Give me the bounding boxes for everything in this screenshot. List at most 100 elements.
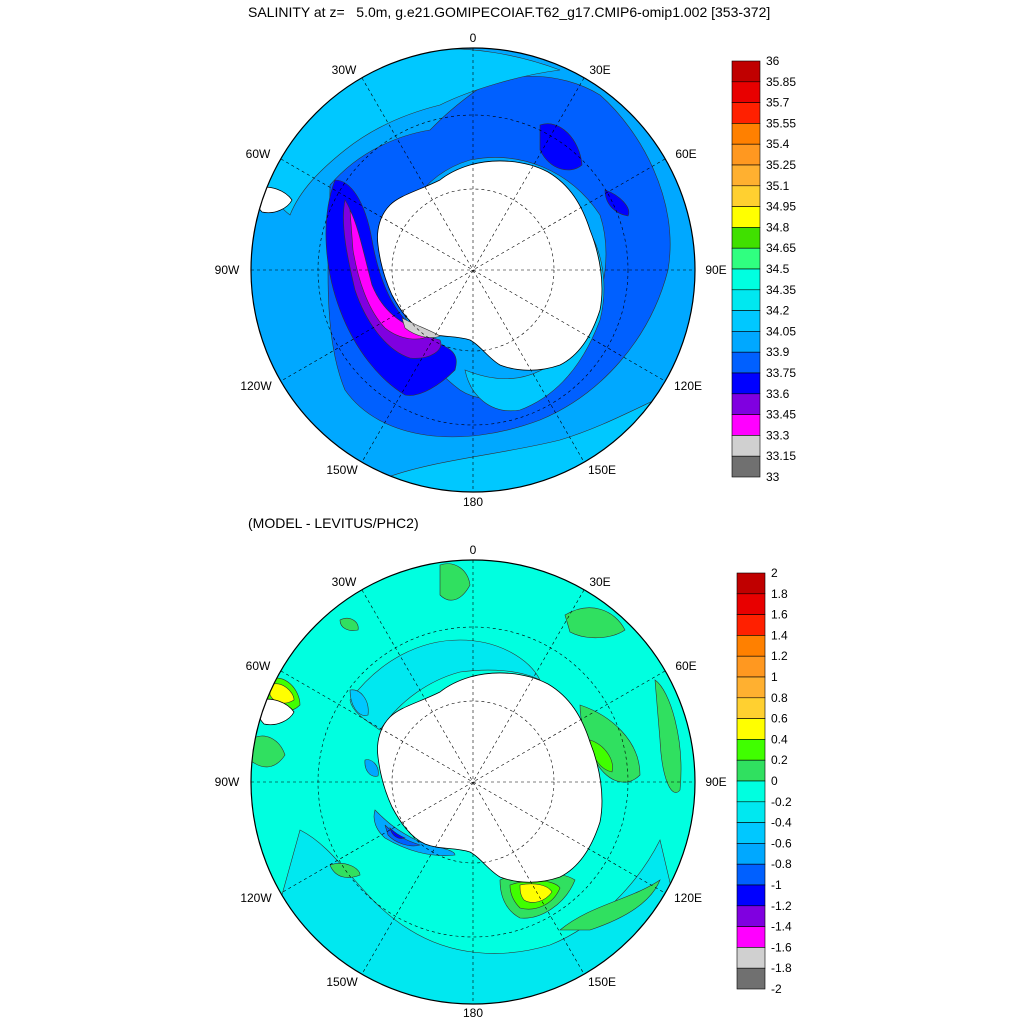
antarctica-landmass-lower (377, 672, 603, 883)
lon-label-120w-lower: 120W (240, 891, 272, 905)
difference-colorbar-swatch (736, 718, 766, 740)
salinity-colorbar-swatch (731, 123, 761, 145)
lon-label-150e: 150E (588, 463, 616, 477)
salinity-colorbar-label: 34.2 (766, 304, 790, 318)
difference-colorbar-label: 0 (771, 774, 778, 788)
salinity-colorbar-swatch (731, 102, 761, 124)
lon-label-120e-lower: 120E (674, 891, 702, 905)
salinity-colorbar-label: 35.1 (766, 179, 790, 193)
difference-colorbar-label: -1.2 (771, 899, 792, 913)
lon-label-150e-lower: 150E (588, 975, 616, 989)
salinity-colorbar-label: 35.55 (766, 116, 796, 130)
difference-colorbar-swatch (736, 739, 766, 761)
difference-colorbar-label: -0.4 (771, 816, 792, 830)
map-border (250, 47, 696, 493)
difference-colorbar-swatch (736, 676, 766, 699)
difference-colorbar-swatch (736, 884, 766, 907)
difference-colorbar-swatch (736, 655, 766, 678)
salinity-colorbar-swatch (731, 143, 761, 166)
difference-colorbar-label: 0.6 (771, 712, 788, 726)
salinity-colorbar-label: 34.5 (766, 262, 790, 276)
difference-colorbar-label: -0.2 (771, 795, 792, 809)
lon-label-60w: 60W (246, 147, 271, 161)
difference-colorbar-swatch (736, 780, 766, 803)
lon-label-30e-lower: 30E (589, 575, 610, 589)
graticule-lower (251, 560, 695, 1004)
salinity-colorbar-swatch (731, 331, 761, 353)
graticule (251, 48, 695, 492)
salinity-colorbar-swatch (731, 268, 761, 291)
lon-label-30w-lower: 30W (332, 575, 357, 589)
salinity-colorbar-swatch (731, 393, 761, 415)
difference-colorbar-label: 1 (771, 670, 778, 684)
salinity-colorbar-label: 33 (766, 470, 780, 484)
lon-label-60e: 60E (675, 147, 696, 161)
difference-colorbar-label: -1.8 (771, 961, 792, 975)
salinity-colorbar-label: 35.4 (766, 137, 790, 151)
difference-colorbar: 2 1.8 1.6 1.4 1.2 1 0.8 0.6 0.4 0.2 0 -0.2 -0.4 -0.6 -… (736, 568, 792, 996)
salinity-colorbar-swatch (731, 372, 761, 395)
difference-colorbar-label: 1.2 (771, 649, 788, 663)
lon-label-30e: 30E (589, 63, 610, 77)
difference-colorbar-label: 0.4 (771, 732, 788, 746)
difference-colorbar-label: 1.6 (771, 608, 788, 622)
difference-colorbar-swatch (736, 905, 766, 927)
salinity-colorbar-swatch (731, 310, 761, 332)
lon-label-120w: 120W (240, 379, 272, 393)
difference-colorbar-swatch (736, 759, 766, 782)
difference-colorbar-swatch (736, 801, 766, 823)
difference-colorbar-label: 0.2 (771, 753, 788, 767)
difference-colorbar-swatch (736, 697, 766, 719)
lon-label-90w: 90W (215, 263, 240, 277)
difference-colorbar-swatch (736, 593, 766, 615)
salinity-colorbar-swatch (731, 164, 761, 187)
lon-label-90e: 90E (705, 263, 726, 277)
lon-label-0: 0 (470, 31, 477, 45)
difference-colorbar-label: -2 (771, 982, 782, 996)
lon-label-180-lower: 180 (463, 1006, 483, 1020)
lon-label-120e: 120E (674, 379, 702, 393)
difference-colorbar-swatch (736, 926, 766, 948)
lon-label-150w: 150W (326, 463, 358, 477)
salinity-colorbar-swatch (731, 289, 761, 311)
salinity-colorbar-label: 35.85 (766, 75, 796, 89)
salinity-colorbar-label: 34.35 (766, 283, 796, 297)
salinity-polar-map: 0 30E 60E 90E 120E 150E 180 150W 120W 90… (215, 31, 727, 509)
salinity-colorbar-swatch (731, 60, 761, 83)
difference-colorbar-label: 2 (771, 568, 778, 580)
antarctica-landmass (377, 160, 603, 371)
lon-label-150w-lower: 150W (326, 975, 358, 989)
difference-colorbar-label: -0.8 (771, 857, 792, 871)
main-title: SALINITY at z= 5.0m, g.e21.GOMIPECOIAF.T… (248, 4, 771, 20)
salinity-colorbar-swatch (731, 185, 761, 207)
lon-label-0-lower: 0 (470, 543, 477, 557)
salinity-colorbar-label: 33.75 (766, 366, 796, 380)
difference-colorbar-label: -1.4 (771, 920, 792, 934)
difference-colorbar-label: -1 (771, 878, 782, 892)
salinity-colorbar-label: 34.95 (766, 200, 796, 214)
difference-colorbar-swatch (736, 572, 766, 595)
difference-colorbar-swatch (736, 614, 766, 636)
salinity-colorbar-label: 33.15 (766, 449, 796, 463)
lon-label-90e-lower: 90E (705, 775, 726, 789)
salinity-colorbar-swatch (731, 435, 761, 457)
lon-label-60e-lower: 60E (675, 659, 696, 673)
salinity-colorbar-swatch (731, 414, 761, 436)
salinity-colorbar-label: 33.9 (766, 345, 790, 359)
difference-colorbar-label: 0.8 (771, 691, 788, 705)
difference-colorbar-label: -1.6 (771, 940, 792, 954)
difference-title: (MODEL - LEVITUS/PHC2) (248, 515, 419, 531)
difference-colorbar-label: 1.4 (771, 628, 788, 642)
difference-colorbar-label: 1.8 (771, 587, 788, 601)
salinity-colorbar-swatch (731, 81, 761, 103)
salinity-colorbar-label: 35.7 (766, 96, 790, 110)
difference-colorbar-swatch (736, 822, 766, 844)
difference-colorbar-swatch (736, 843, 766, 865)
lon-label-30w: 30W (332, 63, 357, 77)
map-border-lower (250, 559, 696, 1005)
difference-colorbar-swatch (736, 863, 766, 886)
difference-colorbar-swatch (736, 635, 766, 657)
salinity-colorbar-swatch (731, 351, 761, 374)
salinity-colorbar-label: 33.3 (766, 428, 790, 442)
difference-colorbar-label: -0.6 (771, 836, 792, 850)
